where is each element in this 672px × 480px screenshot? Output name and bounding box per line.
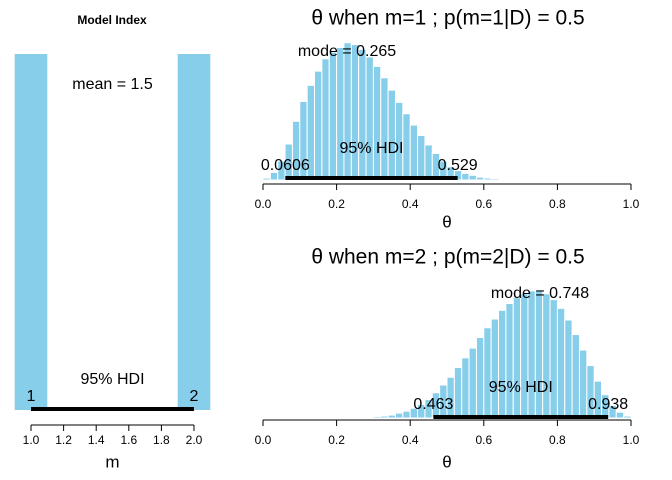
hdi-low-label: 1 bbox=[27, 388, 36, 405]
histogram-bar bbox=[461, 357, 470, 419]
histogram-bar bbox=[512, 297, 522, 419]
histogram-bar bbox=[556, 307, 566, 419]
histogram-bar bbox=[468, 347, 477, 419]
histogram-bar bbox=[475, 336, 485, 419]
hdi-high-label: 0.938 bbox=[588, 396, 628, 413]
histogram-bar bbox=[372, 416, 382, 419]
histogram-bar bbox=[475, 176, 485, 181]
histogram-bar bbox=[520, 293, 529, 419]
histogram-bar bbox=[468, 174, 477, 181]
x-tick-label: 1.0 bbox=[23, 433, 40, 447]
x-tick-label: 0.6 bbox=[475, 433, 492, 447]
histogram-bar bbox=[461, 172, 470, 181]
x-tick-label: 0.4 bbox=[402, 197, 419, 211]
histogram-bar bbox=[549, 299, 558, 419]
mode-label: mode = 0.748 bbox=[491, 285, 589, 302]
histogram-bar bbox=[424, 144, 433, 181]
histogram-bar bbox=[490, 178, 500, 181]
x-tick-label: 0.8 bbox=[549, 197, 566, 211]
hdi-high-label: 2 bbox=[190, 388, 199, 405]
x-tick-label: 0.2 bbox=[328, 197, 345, 211]
x-tick-label: 0.4 bbox=[402, 433, 419, 447]
x-tick-label: 1.0 bbox=[623, 433, 640, 447]
x-tick-label: 0.6 bbox=[475, 197, 492, 211]
histogram-bar bbox=[365, 416, 374, 419]
hdi-label: 95% HDI bbox=[489, 379, 553, 396]
panel-title: θ when m=2 ; p(m=2|D) = 0.5 bbox=[311, 246, 584, 269]
histogram-bar bbox=[623, 415, 632, 419]
histogram-bar bbox=[542, 293, 551, 419]
panel-title: θ when m=1 ; p(m=1|D) = 0.5 bbox=[311, 7, 584, 30]
histogram-bar bbox=[394, 412, 404, 419]
histogram-bar bbox=[527, 290, 536, 419]
histogram-bar bbox=[534, 290, 544, 419]
histogram-bar bbox=[336, 46, 345, 181]
mode-label: mode = 0.265 bbox=[298, 43, 396, 60]
bar bbox=[14, 54, 48, 410]
x-tick-label: 0.2 bbox=[328, 433, 345, 447]
x-tick-label: 0.0 bbox=[255, 197, 272, 211]
x-tick-label: 2.0 bbox=[186, 433, 203, 447]
hdi-low-label: 0.0606 bbox=[261, 157, 310, 174]
x-tick-label: 1.4 bbox=[88, 433, 105, 447]
histogram-bar bbox=[402, 410, 411, 419]
x-tick-label: 0.0 bbox=[255, 433, 272, 447]
histogram-bar bbox=[358, 48, 367, 181]
bar bbox=[177, 54, 211, 410]
x-axis-label: θ bbox=[442, 212, 451, 231]
hdi-low-label: 0.463 bbox=[413, 396, 453, 413]
histogram-bar bbox=[380, 77, 389, 181]
histogram-bar bbox=[409, 124, 419, 181]
histogram-bar bbox=[498, 309, 507, 419]
histogram-bar bbox=[417, 135, 426, 181]
histogram-bar bbox=[505, 302, 514, 419]
x-tick-label: 1.6 bbox=[120, 433, 137, 447]
histogram-bar bbox=[483, 327, 492, 419]
histogram-bar bbox=[571, 334, 580, 419]
histogram-bar bbox=[564, 319, 573, 419]
histogram-bar bbox=[402, 113, 411, 181]
histogram-bar bbox=[380, 415, 389, 419]
histogram-bar bbox=[387, 89, 396, 181]
panel-title: Model Index bbox=[77, 13, 147, 27]
histogram-bar bbox=[615, 411, 625, 419]
x-tick-label: 1.2 bbox=[55, 433, 72, 447]
histogram-bar bbox=[578, 349, 588, 419]
x-tick-label: 1.0 bbox=[623, 197, 640, 211]
histogram-bar bbox=[372, 65, 382, 181]
histogram-bar bbox=[365, 56, 374, 181]
hdi-label: 95% HDI bbox=[80, 371, 144, 388]
x-tick-label: 1.8 bbox=[153, 433, 170, 447]
x-tick-label: 0.8 bbox=[549, 433, 566, 447]
histogram-bar bbox=[343, 42, 352, 181]
hdi-high-label: 0.529 bbox=[438, 157, 478, 174]
histogram-bar bbox=[328, 51, 338, 181]
histogram-bar bbox=[490, 318, 500, 419]
histogram-bar bbox=[453, 367, 463, 419]
mean-label: mean = 1.5 bbox=[72, 76, 153, 93]
histogram-bar bbox=[321, 58, 330, 181]
x-axis-label: m bbox=[105, 452, 119, 471]
histogram-bar bbox=[350, 44, 360, 181]
histogram-bar bbox=[314, 70, 323, 181]
histogram-bar bbox=[498, 178, 507, 181]
histogram-bar bbox=[262, 177, 271, 181]
histogram-bar bbox=[483, 177, 492, 181]
x-axis-label: θ bbox=[442, 452, 451, 471]
hdi-label: 95% HDI bbox=[339, 140, 403, 157]
histogram-bar bbox=[387, 414, 396, 419]
